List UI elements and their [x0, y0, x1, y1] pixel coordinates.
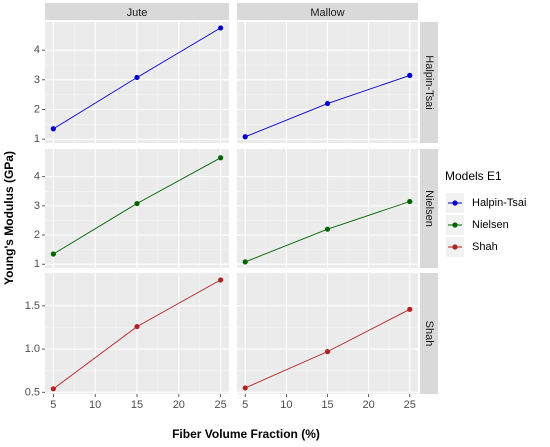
y-axis-ticks: 1 2 3 4 1 2 3 4 0.5 1.0 1.5: [25, 44, 45, 398]
panel-mallow-shah: [237, 273, 418, 394]
panel-mallow-nielsen: [237, 149, 418, 268]
x-tick-label: 20: [363, 399, 375, 411]
x-axis-title: Fiber Volume Fraction (%): [172, 427, 320, 441]
data-point-halpin-tsai: [50, 126, 56, 132]
strip-shah: [420, 273, 438, 394]
panel-jute-nielsen: [45, 149, 229, 268]
x-tick-label: 5: [50, 399, 56, 411]
legend-item-shah: Shah: [446, 237, 498, 257]
y-tick-label: 1.5: [25, 300, 40, 312]
x-tick-label: 25: [404, 399, 416, 411]
y-tick-label: 1: [34, 258, 40, 270]
legend-item-halpin-tsai: Halpin-Tsai: [446, 193, 526, 213]
legend-item-nielsen: Nielsen: [446, 215, 509, 235]
data-point-shah: [407, 306, 413, 312]
panel-jute-halpin-tsai: [45, 22, 229, 143]
data-point-shah: [218, 277, 224, 283]
data-point-shah: [134, 323, 140, 330]
strip-mallow: [237, 3, 418, 20]
strip-label-halpin-tsai: Halpin-Tsai: [423, 55, 435, 109]
legend-key-point: [452, 222, 458, 228]
data-point-nielsen: [407, 198, 413, 205]
legend-label: Nielsen: [472, 219, 509, 231]
y-tick-label: 2: [34, 103, 40, 115]
data-point-shah: [324, 349, 331, 355]
data-point-shah: [242, 385, 248, 391]
strip-label-shah: Shah: [423, 321, 435, 347]
x-tick-label: 5: [242, 399, 248, 411]
x-tick-label: 15: [321, 399, 333, 411]
strip-halpin-tsai: [420, 22, 438, 143]
legend-items: Halpin-Tsai Nielsen Shah: [446, 193, 526, 257]
x-axis-ticks: 5 10 15 20 25 5 10 15 20 25: [50, 394, 416, 411]
strip-jute: [45, 3, 229, 20]
legend-label: Halpin-Tsai: [472, 197, 526, 209]
x-tick-label: 25: [215, 399, 227, 411]
legend-label: Shah: [472, 241, 498, 253]
y-tick-label: 2: [34, 229, 40, 241]
legend-title: Models E1: [445, 169, 502, 183]
y-tick-label: 1.0: [25, 343, 40, 355]
x-tick-label: 10: [89, 399, 101, 411]
panel-mallow-halpin-tsai: [237, 22, 418, 143]
x-tick-label: 10: [280, 399, 292, 411]
y-tick-label: 4: [34, 44, 40, 56]
row-strips: Halpin-Tsai Nielsen Shah: [420, 22, 438, 394]
data-point-nielsen: [134, 200, 140, 207]
data-point-nielsen: [242, 259, 248, 265]
panels: [45, 22, 418, 394]
strip-label-mallow: Mallow: [310, 7, 344, 19]
data-point-shah: [50, 386, 56, 392]
legend-key-point: [452, 200, 458, 206]
data-point-nielsen: [50, 251, 56, 257]
data-point-halpin-tsai: [324, 100, 331, 107]
y-tick-label: 0.5: [25, 386, 40, 398]
column-strips: Jute Mallow: [45, 3, 418, 20]
data-point-halpin-tsai: [242, 134, 248, 140]
data-point-nielsen: [218, 155, 224, 161]
x-tick-label: 15: [131, 399, 143, 411]
legend-key-point: [452, 244, 458, 250]
y-tick-label: 3: [34, 200, 40, 212]
x-tick-label: 20: [173, 399, 185, 411]
data-point-halpin-tsai: [407, 72, 413, 78]
data-point-halpin-tsai: [134, 74, 140, 81]
strip-label-nielsen: Nielsen: [423, 190, 435, 227]
strip-label-jute: Jute: [127, 7, 148, 19]
y-tick-label: 3: [34, 74, 40, 86]
panel-jute-shah: [45, 273, 229, 394]
legend: Models E1 Halpin-Tsai Nielsen Shah: [445, 169, 526, 257]
y-tick-label: 4: [34, 171, 40, 183]
data-point-halpin-tsai: [218, 25, 224, 31]
y-tick-label: 1: [34, 133, 40, 145]
strip-nielsen: [420, 149, 438, 268]
data-point-nielsen: [324, 226, 331, 232]
y-axis-title: Young's Modulus (GPa): [2, 151, 16, 285]
